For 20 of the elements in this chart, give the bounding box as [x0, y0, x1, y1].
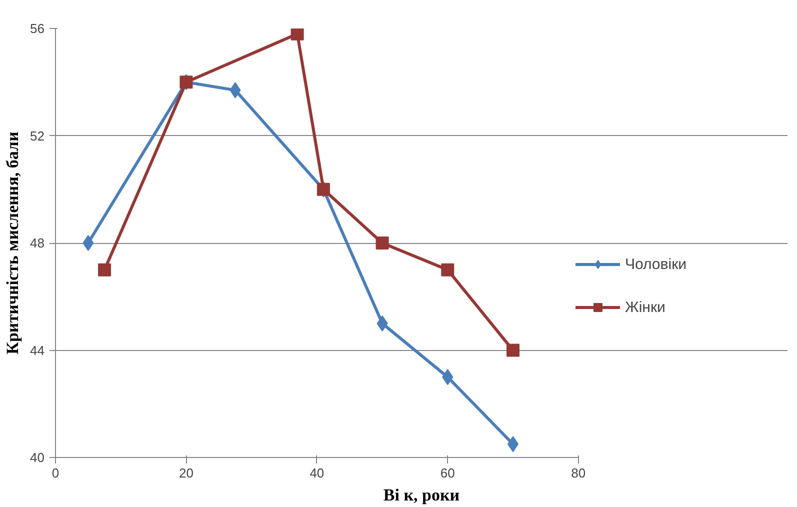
y-axis-title: Критичність мислення, бали: [3, 131, 22, 354]
point: [98, 263, 112, 276]
y-tick-label: 44: [30, 342, 45, 358]
x-tick-label: 80: [571, 466, 586, 480]
x-axis-title: Ві к, роки: [383, 486, 460, 504]
x-tick-label: 60: [440, 466, 455, 480]
legend-label: Жінки: [625, 298, 666, 318]
y-tick-label: 52: [30, 128, 45, 144]
point: [376, 236, 389, 250]
y-tick-label: 40: [30, 450, 45, 465]
point: [506, 344, 520, 357]
point: [82, 235, 94, 251]
y-tick-label: 48: [30, 236, 45, 250]
x-tick-label: 40: [310, 466, 324, 480]
x-tick-label: 0: [52, 466, 60, 480]
x-tick-label: 20: [178, 466, 194, 480]
point: [290, 28, 304, 40]
y-tick-label: 56: [30, 21, 45, 36]
legend-label: Чоловіки: [625, 254, 687, 274]
point: [441, 263, 454, 276]
